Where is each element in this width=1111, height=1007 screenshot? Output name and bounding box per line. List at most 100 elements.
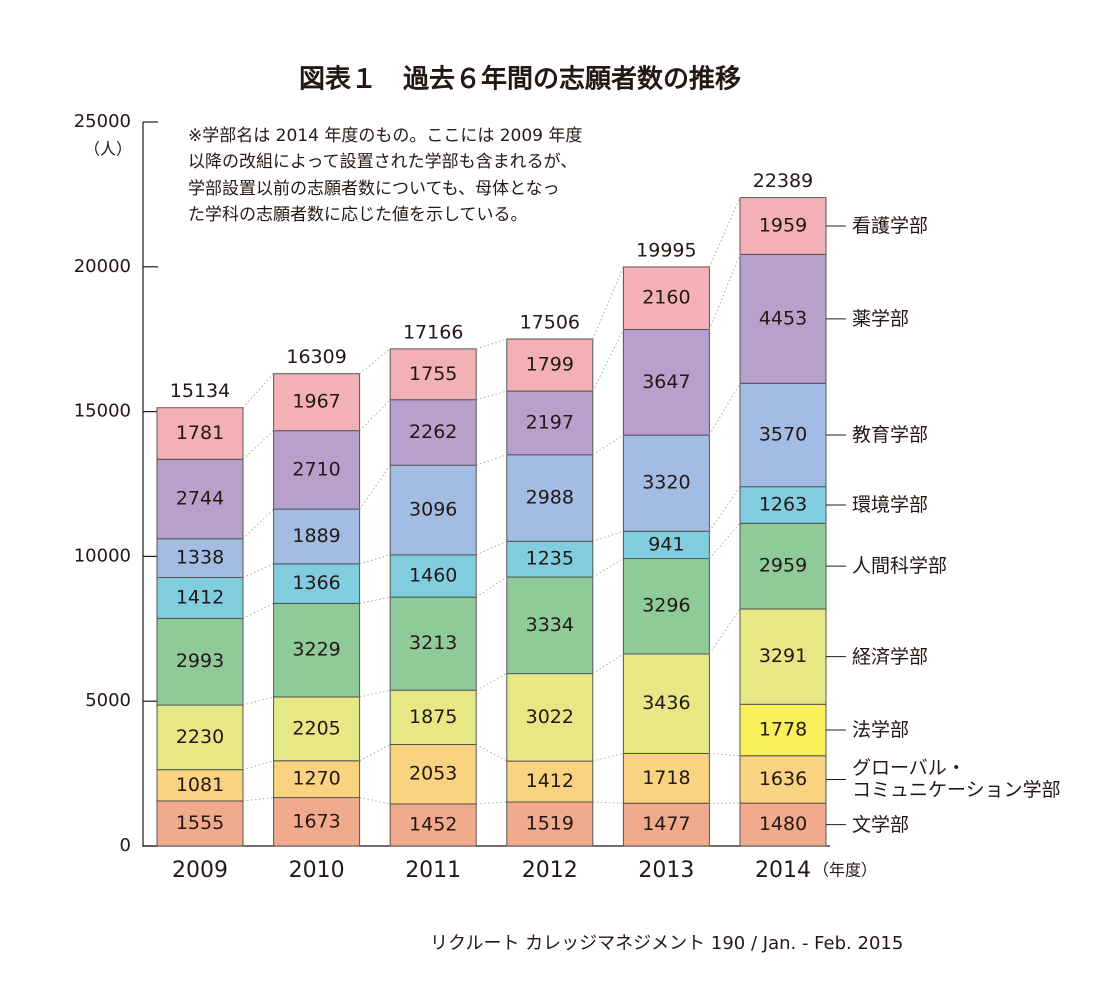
value-label: 1460	[409, 565, 457, 587]
value-label: 2230	[176, 726, 224, 748]
value-label: 3570	[759, 423, 807, 445]
value-label: 3334	[526, 614, 574, 636]
value-label: 2205	[292, 717, 340, 739]
bar-segment	[622, 530, 710, 560]
connector	[242, 602, 274, 619]
connector	[476, 454, 507, 466]
value-label: 2993	[176, 650, 224, 672]
bar-segment	[273, 430, 361, 510]
bar-segment	[622, 266, 710, 330]
connector	[359, 797, 391, 805]
total-label: 17506	[520, 312, 580, 334]
value-label: 3320	[642, 472, 690, 494]
note: 学部設置以前の志願者数についても、母体となっ	[188, 179, 560, 199]
value-label: 2744	[176, 488, 224, 510]
bar-segment	[739, 755, 827, 804]
connector	[709, 522, 741, 559]
connector	[592, 530, 624, 542]
bar-segment	[389, 596, 477, 691]
value-label: 2988	[526, 487, 574, 509]
y-tick-label: 0	[120, 835, 131, 856]
value-label: 4453	[759, 307, 807, 329]
x-tick-label: 2011	[405, 858, 461, 883]
chart-title: 図表１ 過去６年間の志願者数の推移	[299, 64, 741, 95]
bar-segment	[389, 554, 477, 598]
value-label: 1519	[526, 813, 574, 835]
connector	[359, 399, 391, 432]
connector	[475, 744, 508, 762]
value-label: 1480	[759, 813, 807, 835]
value-label: 1967	[292, 391, 340, 413]
bar-segment	[156, 577, 244, 619]
bar-segment	[156, 800, 244, 847]
bar-segment	[739, 197, 827, 255]
value-label: 1412	[176, 586, 224, 608]
connector	[476, 338, 507, 350]
value-label: 1889	[292, 525, 340, 547]
value-label: 3213	[409, 632, 457, 654]
value-label: 1781	[176, 422, 224, 444]
connector	[708, 197, 741, 268]
bar-segment	[273, 797, 361, 847]
x-tick-label: 2009	[172, 858, 228, 883]
bar-segment	[273, 563, 361, 604]
connector	[592, 558, 624, 578]
value-label: 2160	[642, 287, 690, 309]
legend-label: 法学部	[852, 719, 910, 741]
value-label: 1477	[642, 813, 690, 835]
x-unit: （年度）	[813, 861, 877, 880]
bar-segment	[156, 617, 244, 706]
bar-segment	[506, 390, 594, 456]
legend-label: 教育学部	[852, 423, 929, 446]
connector	[242, 563, 274, 578]
bar-segment	[506, 673, 594, 762]
x-tick-label: 2013	[638, 858, 694, 883]
bar-segment	[622, 802, 710, 847]
value-label: 1555	[176, 812, 224, 834]
connector	[708, 608, 741, 655]
total-label: 15134	[170, 380, 230, 402]
connector	[359, 464, 391, 510]
connector	[242, 760, 274, 771]
value-label: 1081	[176, 774, 224, 796]
x-tick-label: 2010	[289, 858, 345, 883]
bar-segment	[622, 434, 710, 532]
y-unit: （人）	[84, 140, 132, 159]
value-label: 1875	[409, 706, 457, 728]
value-label: 1338	[176, 547, 224, 569]
value-label: 2959	[759, 555, 807, 577]
bar-segment	[273, 696, 361, 762]
bar-segment	[389, 689, 477, 745]
value-label: 3022	[526, 706, 574, 728]
bar-segment	[156, 407, 244, 460]
bar-segment	[389, 464, 477, 556]
connector	[476, 801, 507, 805]
bar-segment	[622, 653, 710, 754]
bar-segment	[739, 486, 827, 524]
legend-label: 薬学部	[852, 307, 910, 330]
value-label: 3096	[409, 499, 457, 521]
bar-segment	[506, 760, 594, 803]
total-label: 17166	[403, 321, 463, 343]
connector	[592, 653, 624, 675]
connector	[708, 486, 741, 532]
value-label: 941	[648, 533, 684, 555]
connector	[359, 596, 391, 604]
value-label: 1270	[292, 768, 340, 790]
connector	[242, 430, 274, 460]
value-label: 3296	[642, 595, 690, 617]
connector	[475, 673, 508, 691]
connector	[359, 689, 391, 698]
legend-label: 看護学部	[852, 214, 929, 237]
bar-segment	[389, 743, 477, 805]
value-label: 3229	[292, 639, 340, 661]
value-label: 1718	[642, 767, 690, 789]
bar-segment	[506, 338, 594, 392]
connector	[592, 266, 624, 340]
bar-segment	[156, 704, 244, 771]
bar-segment	[273, 760, 361, 799]
connector	[359, 744, 391, 762]
value-label: 1673	[292, 810, 340, 832]
bar-segment	[506, 576, 594, 675]
source: リクルート カレッジマネジメント 190 / Jan. - Feb. 2015	[430, 933, 903, 954]
